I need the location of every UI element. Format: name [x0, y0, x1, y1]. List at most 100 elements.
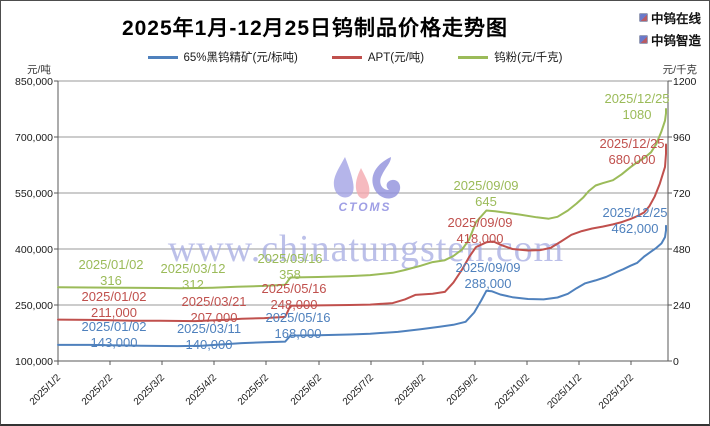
series-lines [57, 108, 667, 348]
right-axis-unit: 元/千克 [662, 64, 697, 76]
svg-text:462,000: 462,000 [612, 221, 659, 236]
svg-text:2025/6/2: 2025/6/2 [289, 372, 325, 408]
svg-text:2025/12/25: 2025/12/25 [602, 205, 667, 220]
ctoms-logo: CTOMS [333, 157, 401, 214]
svg-text:2025/12/2: 2025/12/2 [597, 372, 637, 412]
svg-text:850,000: 850,000 [15, 76, 53, 88]
axis-frame [57, 81, 669, 362]
svg-text:0: 0 [673, 356, 679, 368]
x-axis-labels: 2025/1/2 2025/2/2 2025/3/2 2025/4/2 2025… [28, 372, 637, 412]
svg-text:2025/11/2: 2025/11/2 [545, 372, 584, 411]
svg-text:2025/03/12: 2025/03/12 [160, 261, 225, 276]
svg-text:645: 645 [475, 194, 497, 209]
legend-item-powder: 钨粉(元/千克) [458, 49, 562, 65]
svg-text:168,000: 168,000 [275, 326, 322, 341]
svg-text:248,000: 248,000 [271, 297, 318, 312]
svg-text:2025/05/16: 2025/05/16 [265, 310, 330, 325]
svg-text:2025/7/2: 2025/7/2 [341, 372, 377, 408]
svg-text:550,000: 550,000 [15, 188, 53, 200]
legend-label: 钨粉(元/千克) [494, 52, 563, 64]
svg-text:2025/8/2: 2025/8/2 [393, 372, 429, 408]
svg-text:2025/01/02: 2025/01/02 [81, 319, 146, 334]
svg-text:2025/09/09: 2025/09/09 [447, 215, 512, 230]
svg-text:960: 960 [673, 132, 691, 144]
svg-text:288,000: 288,000 [465, 276, 512, 291]
brand-logo-icon [638, 13, 648, 22]
svg-text:2025/09/09: 2025/09/09 [453, 178, 518, 193]
line-black-tungsten-concentrate [57, 224, 667, 348]
svg-text:2025/09/09: 2025/09/09 [455, 260, 520, 275]
svg-text:2025/12/25: 2025/12/25 [599, 136, 664, 151]
left-axis-labels: 850,000 700,000 550,000 400,000 250,000 … [15, 76, 53, 368]
svg-text:720: 720 [673, 188, 691, 200]
svg-text:2025/05/16: 2025/05/16 [257, 251, 322, 266]
svg-text:2025/9/2: 2025/9/2 [445, 372, 481, 408]
svg-text:2025/01/02: 2025/01/02 [78, 257, 143, 272]
svg-text:2025/5/2: 2025/5/2 [236, 372, 272, 408]
chart-title: 2025年1月-12月25日钨制品价格走势图 [121, 17, 509, 40]
svg-text:2025/4/2: 2025/4/2 [184, 372, 220, 408]
svg-text:680,000: 680,000 [609, 152, 656, 167]
svg-text:2025/2/2: 2025/2/2 [80, 372, 116, 408]
left-axis-unit: 元/吨 [27, 64, 51, 76]
svg-text:2025/1/2: 2025/1/2 [28, 372, 64, 408]
svg-text:400,000: 400,000 [15, 244, 53, 256]
svg-text:2025/10/2: 2025/10/2 [493, 372, 533, 412]
svg-text:316: 316 [100, 273, 122, 288]
brand-block: 中钨在线 中钨智造 [638, 8, 701, 49]
legend-swatch-blue [147, 55, 178, 59]
legend-item-concentrate: 65%黑钨精矿(元/标吨) [147, 49, 298, 65]
legend-swatch-green [458, 55, 489, 59]
brand-logo-icon [638, 35, 648, 44]
line-apt [57, 143, 667, 323]
legend: 65%黑钨精矿(元/标吨) APT(元/吨) 钨粉(元/千克) [1, 49, 709, 65]
legend-label: APT(元/吨) [367, 52, 425, 64]
svg-text:2025/05/16: 2025/05/16 [261, 281, 326, 296]
svg-text:140,000: 140,000 [186, 337, 233, 352]
svg-text:418,000: 418,000 [457, 231, 504, 246]
svg-text:1080: 1080 [623, 107, 652, 122]
svg-text:143,000: 143,000 [91, 335, 138, 350]
right-axis-labels: 1200 960 720 480 240 0 [673, 76, 697, 368]
svg-text:2025/12/25: 2025/12/25 [604, 91, 669, 106]
svg-text:2025/03/11: 2025/03/11 [177, 321, 241, 336]
watermark-text: www.chinatungsten.com [168, 228, 564, 270]
legend-swatch-red [331, 55, 362, 59]
brand-label: 中钨智造 [650, 34, 701, 48]
svg-text:1200: 1200 [673, 76, 697, 88]
svg-text:2025/01/02: 2025/01/02 [81, 289, 146, 304]
brand-label: 中钨在线 [650, 12, 701, 26]
svg-text:700,000: 700,000 [15, 132, 53, 144]
svg-text:207,000: 207,000 [191, 310, 238, 325]
svg-text:480: 480 [673, 244, 691, 256]
legend-item-apt: APT(元/吨) [331, 49, 425, 65]
svg-text:358: 358 [279, 267, 301, 282]
svg-text:211,000: 211,000 [91, 305, 137, 320]
svg-text:240: 240 [673, 300, 691, 312]
axis-ticks [54, 80, 672, 365]
line-tungsten-powder [57, 108, 667, 290]
svg-text:312: 312 [182, 277, 204, 292]
svg-text:2025/03/21: 2025/03/21 [181, 294, 246, 309]
svg-text:250,000: 250,000 [15, 300, 53, 312]
brand-line-ctia-online: 中钨在线 [638, 8, 701, 27]
legend-label: 65%黑钨精矿(元/标吨) [183, 52, 298, 64]
brand-line-ctia-smart: 中钨智造 [638, 30, 701, 49]
